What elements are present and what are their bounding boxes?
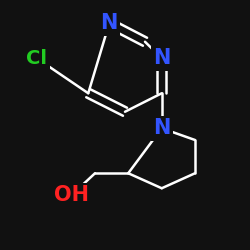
Text: Cl: Cl	[26, 49, 47, 68]
Text: N: N	[153, 48, 170, 68]
Text: N: N	[153, 118, 170, 138]
Text: OH: OH	[54, 185, 89, 205]
Text: N: N	[100, 13, 118, 33]
